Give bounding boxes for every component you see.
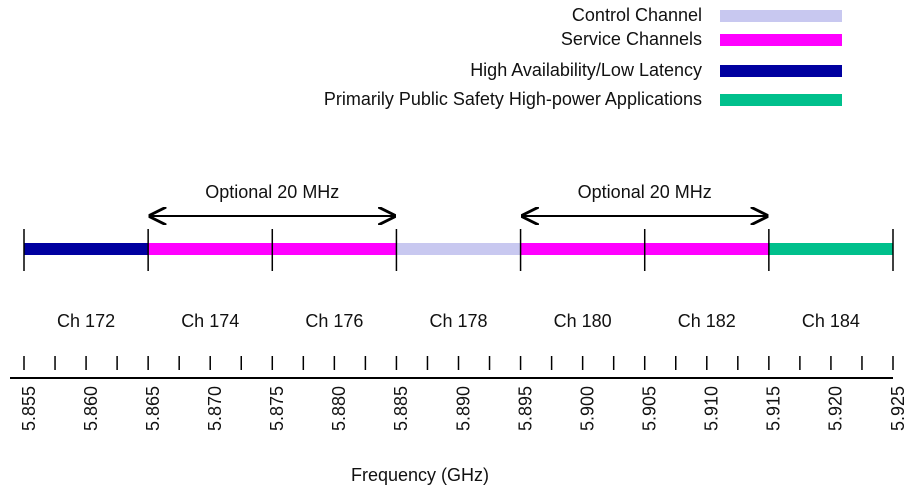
tick-label: 5.855 [19, 386, 39, 431]
tick-label: 5.910 [702, 386, 722, 431]
legend-label: Service Channels [561, 29, 702, 49]
tick-label: 5.890 [453, 386, 473, 431]
tick-label: 5.870 [205, 386, 225, 431]
tick-label: 5.860 [81, 386, 101, 431]
tick-label: 5.900 [577, 386, 597, 431]
tick-label: 5.915 [764, 386, 784, 431]
tick-label: 5.905 [639, 386, 659, 431]
channel-label: Ch 184 [802, 311, 860, 331]
tick-label: 5.895 [515, 386, 535, 431]
channel-label: Ch 180 [554, 311, 612, 331]
tick-label: 5.920 [826, 386, 846, 431]
tick-label: 5.925 [888, 386, 908, 431]
channel-label: Ch 174 [181, 311, 239, 331]
tick-label: 5.865 [143, 386, 163, 431]
legend-label: Control Channel [572, 5, 702, 25]
legend-label: Primarily Public Safety High-power Appli… [324, 89, 702, 109]
axis-label: Frequency (GHz) [351, 465, 489, 485]
tick-label: 5.885 [391, 386, 411, 431]
legend-label: High Availability/Low Latency [470, 60, 702, 80]
span-label: Optional 20 MHz [205, 182, 339, 202]
span-label: Optional 20 MHz [578, 182, 712, 202]
tick-label: 5.880 [329, 386, 349, 431]
channel-label: Ch 178 [429, 311, 487, 331]
tick-label: 5.875 [267, 386, 287, 431]
channel-label: Ch 182 [678, 311, 736, 331]
channel-label: Ch 172 [57, 311, 115, 331]
channel-label: Ch 176 [305, 311, 363, 331]
